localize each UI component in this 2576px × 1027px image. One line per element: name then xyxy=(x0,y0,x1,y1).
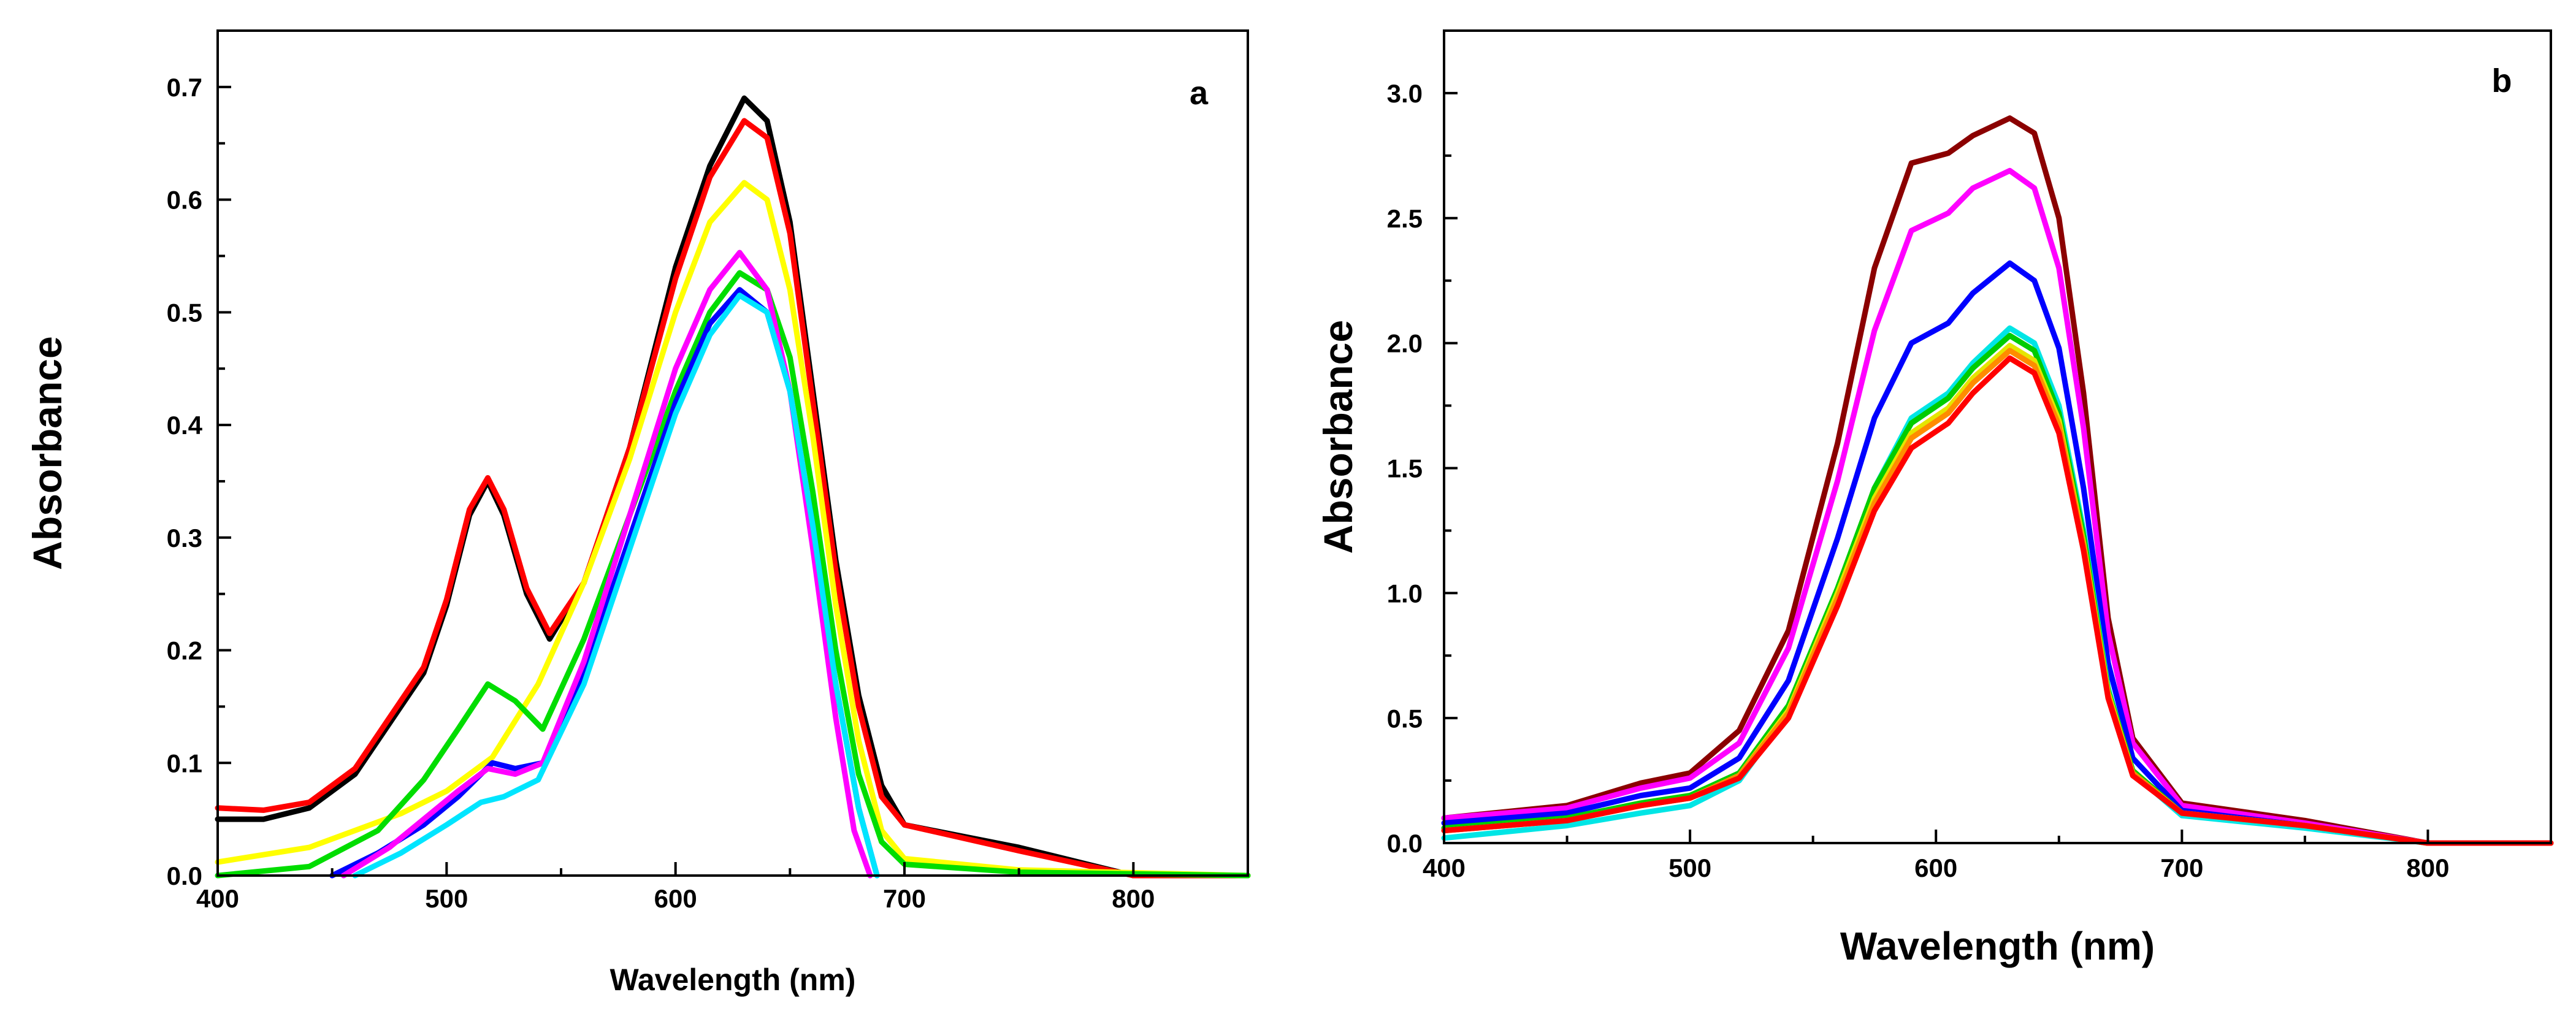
panel-a-x-tick-label: 400 xyxy=(196,884,239,913)
panel-b-x-tick-label: 400 xyxy=(1423,853,1466,882)
panel-b-series-orange xyxy=(1441,348,2554,846)
panel-a-y-tick-label: 0.4 xyxy=(167,411,203,440)
panel-a-x-tick-label: 700 xyxy=(883,884,926,913)
panel-b: 400 500 600 700 800 0.0 0.5 1.0 1.5 2.0 2.5 3.0 Wave… xyxy=(1315,29,2554,968)
panel-b-label: b xyxy=(2492,63,2512,99)
panel-b-x-axis-title: Wavelength (nm) xyxy=(1840,924,2155,968)
panel-b-x-tick-label: 500 xyxy=(1668,853,1711,882)
panel-b-series-red xyxy=(1441,355,2554,846)
panel-b-y-tick-label: 1.5 xyxy=(1387,454,1423,483)
panel-a-series-cyan xyxy=(352,292,880,879)
panel-a-series-magenta xyxy=(340,250,873,879)
panel-b-plot-frame xyxy=(1443,29,2552,844)
panel-a-x-axis-title: Wavelength (nm) xyxy=(610,963,856,997)
panel-a-series-black xyxy=(215,95,1251,879)
panel-b-y-tick-label: 2.0 xyxy=(1387,329,1423,358)
panel-a-y-tick-label: 0.2 xyxy=(167,636,202,665)
panel-b-x-tick-label: 600 xyxy=(1914,853,1957,882)
panel-a-series-yellow xyxy=(215,180,1251,879)
panel-a-series-green xyxy=(215,270,1251,879)
panel-b-y-tick-label: 0.5 xyxy=(1387,704,1423,733)
panel-b-series-dark-red xyxy=(1441,115,2554,846)
panel-b-y-axis-title: Absorbance xyxy=(1315,320,1361,554)
panel-a-y-tick-label: 0.6 xyxy=(167,186,202,215)
panel-a-x-tick-label: 600 xyxy=(654,884,697,913)
panel-b-y-tick-label: 3.0 xyxy=(1387,79,1423,108)
panel-b-y-tick-label: 0.0 xyxy=(1387,829,1423,858)
panel-a-series-red xyxy=(215,118,1251,879)
panel-a-y-tick-label: 0.5 xyxy=(167,298,202,327)
panel-b-series-magenta xyxy=(1441,167,2554,846)
panel-a-y-tick-label: 0.0 xyxy=(167,861,202,890)
panel-a-label: a xyxy=(1190,75,1209,112)
panel-a-y-axis-title: Absorbance xyxy=(25,336,70,570)
panel-a-x-tick-label: 800 xyxy=(1112,884,1155,913)
panel-b-x-tick-label: 700 xyxy=(2160,853,2203,882)
panel-b-series-cyan xyxy=(1441,325,2554,846)
panel-a: 400 500 600 700 800 0.0 0.1 0.2 0.3 0.4 0.5 0.6 0.7 W… xyxy=(25,29,1251,997)
panel-b-y-tick-label: 2.5 xyxy=(1387,204,1423,233)
panel-a-y-tick-label: 0.1 xyxy=(167,749,202,777)
panel-a-y-tick-label: 0.3 xyxy=(167,524,202,552)
panel-b-series-blue xyxy=(1441,260,2554,846)
panel-a-x-tick-label: 500 xyxy=(425,884,468,913)
panel-b-series-green xyxy=(1441,332,2554,846)
panel-a-plot-frame-overlay xyxy=(216,29,1249,877)
panel-b-plot-frame-overlay xyxy=(1443,29,2552,844)
panel-b-series-yellow xyxy=(1441,343,2554,846)
panel-a-y-tick-label: 0.7 xyxy=(167,73,202,102)
panel-b-y-tick-label: 1.0 xyxy=(1387,579,1423,608)
panel-b-x-tick-label: 800 xyxy=(2406,853,2449,882)
